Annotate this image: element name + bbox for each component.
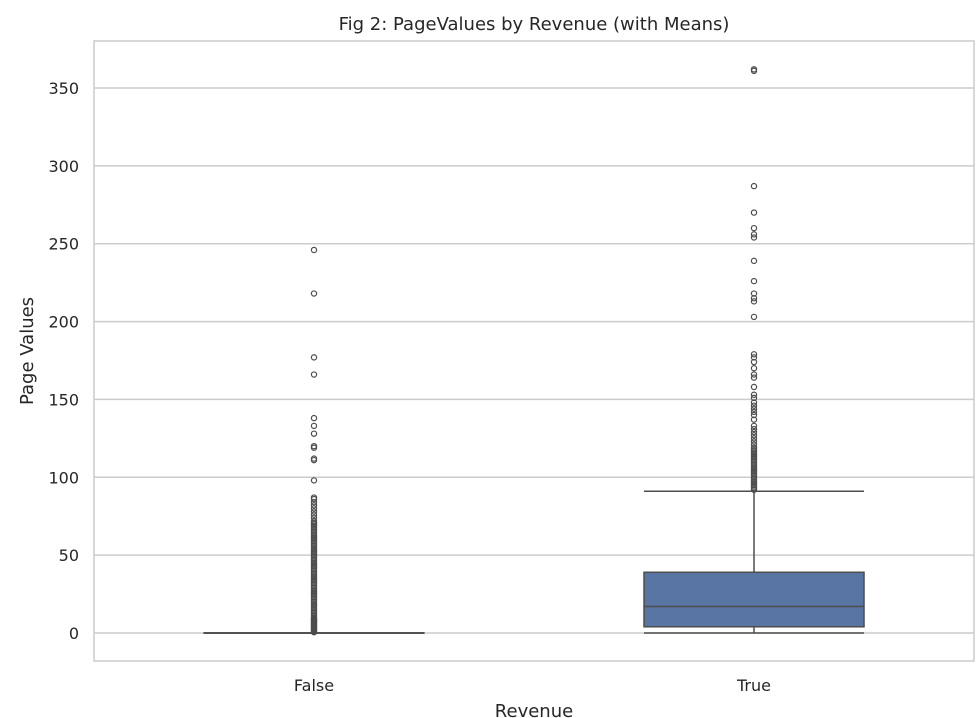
y-tick-label-250: 250 bbox=[48, 235, 79, 254]
boxes-layer bbox=[203, 66, 865, 636]
outlier-true-60 bbox=[750, 182, 758, 190]
outlier-false-98 bbox=[310, 371, 318, 378]
outlier-true-28 bbox=[750, 441, 758, 448]
x-axis-label: Revenue bbox=[495, 701, 573, 718]
outlier-false-92 bbox=[310, 455, 318, 462]
outlier-true-30 bbox=[750, 435, 758, 442]
outlier-true-34 bbox=[750, 422, 758, 430]
x-tick-labels: False True bbox=[294, 676, 771, 695]
outlier-true-39 bbox=[750, 402, 758, 409]
outlier-true-38 bbox=[750, 405, 758, 412]
y-tick-label-0: 0 bbox=[69, 624, 79, 643]
y-tick-label-150: 150 bbox=[48, 390, 79, 409]
outlier-false-101 bbox=[310, 246, 318, 254]
outlier-true-62 bbox=[750, 66, 758, 73]
chart-title: Fig 2: PageValues by Revenue (with Means… bbox=[339, 14, 730, 35]
outlier-true-59 bbox=[750, 209, 758, 216]
outlier-false-96 bbox=[310, 422, 318, 430]
y-tick-label-100: 100 bbox=[48, 468, 79, 487]
plot-frame bbox=[93, 40, 975, 662]
outlier-true-44 bbox=[750, 374, 758, 381]
outlier-false-81 bbox=[310, 517, 318, 525]
outlier-true-57 bbox=[750, 231, 758, 238]
outlier-false-89 bbox=[310, 494, 318, 501]
outlier-true-32 bbox=[750, 428, 758, 436]
outlier-true-51 bbox=[750, 298, 758, 305]
outlier-true-50 bbox=[750, 313, 758, 321]
outlier-true-55 bbox=[750, 257, 758, 265]
outlier-false-83 bbox=[310, 511, 318, 518]
outlier-true-43 bbox=[750, 383, 758, 391]
outlier-true-27 bbox=[750, 444, 758, 451]
box-group-false bbox=[203, 246, 425, 636]
outlier-true-29 bbox=[750, 438, 758, 445]
outlier-true-37 bbox=[750, 408, 758, 416]
outlier-false-90 bbox=[310, 477, 318, 484]
outlier-true-54 bbox=[750, 277, 758, 285]
y-tick-labels: 0 50 100 150 200 250 300 350 bbox=[48, 79, 79, 643]
outlier-false-82 bbox=[310, 514, 318, 521]
x-tick-label-false: False bbox=[294, 676, 334, 695]
y-tick-label-350: 350 bbox=[48, 79, 79, 98]
outlier-false-86 bbox=[310, 502, 318, 509]
y-tick-label-200: 200 bbox=[48, 313, 79, 332]
outlier-false-95 bbox=[310, 430, 318, 437]
outlier-true-46 bbox=[750, 365, 758, 372]
box-group-true bbox=[643, 66, 865, 634]
outlier-true-33 bbox=[750, 425, 758, 433]
y-tick-label-300: 300 bbox=[48, 157, 79, 176]
outlier-false-100 bbox=[310, 290, 318, 297]
outlier-false-84 bbox=[310, 508, 318, 515]
outlier-true-53 bbox=[750, 290, 758, 297]
y-axis-label: Page Values bbox=[17, 297, 38, 405]
outlier-true-45 bbox=[750, 371, 758, 378]
outlier-true-56 bbox=[750, 234, 758, 241]
outlier-true-48 bbox=[750, 354, 758, 361]
outlier-true-31 bbox=[750, 432, 758, 439]
outlier-false-94 bbox=[310, 442, 318, 450]
outlier-true-41 bbox=[750, 394, 758, 402]
outlier-true-49 bbox=[750, 351, 758, 358]
outlier-false-99 bbox=[310, 354, 318, 361]
y-tick-label-50: 50 bbox=[59, 546, 79, 565]
outlier-false-85 bbox=[310, 505, 318, 512]
grid-lines bbox=[94, 87, 974, 634]
outlier-false-97 bbox=[310, 414, 318, 422]
box-true bbox=[643, 571, 865, 628]
outlier-true-36 bbox=[750, 411, 758, 419]
x-tick-label-true: True bbox=[736, 676, 771, 695]
outlier-true-58 bbox=[750, 224, 758, 232]
outlier-true-42 bbox=[750, 391, 758, 398]
